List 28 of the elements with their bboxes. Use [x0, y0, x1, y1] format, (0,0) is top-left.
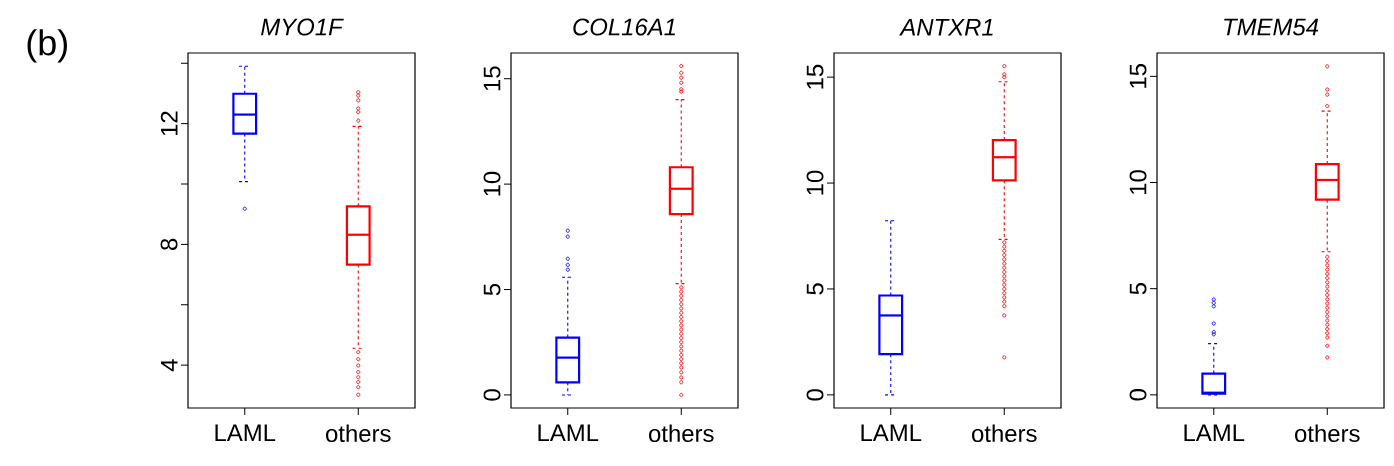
- y-tick-label: 4: [161, 359, 178, 372]
- chart-title: COL16A1: [573, 18, 675, 36]
- y-tick-label: 0: [806, 389, 824, 401]
- y-tick-label: 10: [806, 170, 824, 195]
- y-tick-label: 12: [160, 111, 178, 136]
- y-tick-label: 5: [806, 283, 824, 295]
- x-tick-label: others: [649, 424, 714, 443]
- chart-title: MYO1F: [261, 18, 344, 36]
- y-tick-label: 15: [483, 66, 501, 91]
- x-tick-label: LAML: [538, 424, 599, 441]
- x-tick-label: others: [972, 424, 1037, 443]
- x-tick-label: others: [326, 424, 391, 443]
- y-tick-label: 5: [483, 283, 501, 296]
- chart-title: ANTXR1: [899, 19, 993, 36]
- y-tick-label: 15: [1129, 64, 1147, 88]
- y-tick-label: 8: [160, 238, 178, 250]
- text: (b): [27, 29, 67, 63]
- y-tick-label: 5: [1129, 283, 1147, 295]
- chart-title: TMEM54: [1224, 18, 1319, 36]
- y-tick-label: 0: [483, 389, 501, 401]
- y-tick-label: 15: [806, 64, 824, 89]
- x-tick-label: LAML: [1184, 424, 1245, 441]
- x-tick-label: LAML: [861, 424, 922, 441]
- y-tick-label: 10: [1129, 170, 1147, 194]
- x-tick-label: LAML: [215, 424, 276, 441]
- y-tick-label: 10: [483, 171, 501, 196]
- y-tick-label: 0: [1129, 389, 1147, 401]
- x-tick-label: others: [1295, 424, 1360, 443]
